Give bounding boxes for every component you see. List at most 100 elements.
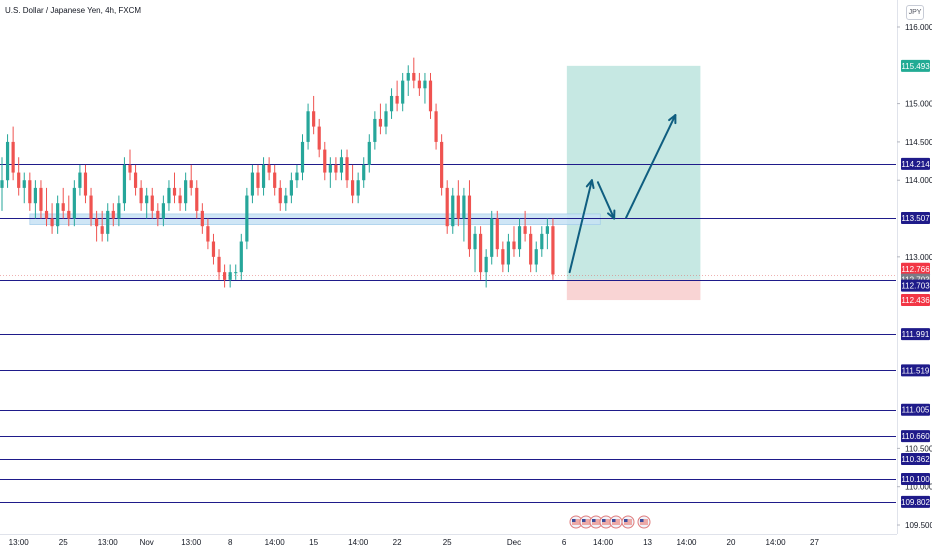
candle-body <box>173 188 176 196</box>
candle-body <box>306 111 309 142</box>
level-badge-label: 110.100 <box>901 475 930 484</box>
candle-body <box>128 165 131 173</box>
candle-body <box>101 226 104 234</box>
candle-body <box>279 188 282 203</box>
candle-body <box>184 180 187 203</box>
x-tick-label: 13:00 <box>98 538 119 547</box>
level-badge-label: 110.362 <box>901 455 930 464</box>
price-badge-navy-label: 112.703 <box>901 282 930 291</box>
price-badge-red-label: 112.766 <box>901 265 930 274</box>
candle-body <box>223 272 226 280</box>
candle-body <box>312 111 315 126</box>
candle-body <box>384 111 387 126</box>
flag-canton <box>624 519 628 522</box>
x-tick-label: 25 <box>59 538 68 547</box>
candle-body <box>551 226 554 274</box>
candle-body <box>379 119 382 127</box>
candle-body <box>195 188 198 211</box>
candle-body <box>540 234 543 249</box>
level-badge-label: 109.802 <box>901 498 930 507</box>
candle-body <box>396 96 399 104</box>
candle-body <box>240 242 243 273</box>
candle-body <box>167 188 170 203</box>
x-tick-label: 14:00 <box>593 538 614 547</box>
candle-body <box>490 219 493 257</box>
candle-body <box>479 234 482 272</box>
candle-body <box>178 196 181 204</box>
candle-body <box>284 196 287 204</box>
chart-title: U.S. Dollar / Japanese Yen, 4h, FXCM <box>5 6 141 15</box>
x-tick-label: 27 <box>810 538 819 547</box>
candle-body <box>245 196 248 242</box>
candle-body <box>334 165 337 173</box>
x-tick-label: 22 <box>393 538 402 547</box>
level-badge-label: 111.519 <box>902 366 930 375</box>
candle-body <box>518 226 521 249</box>
flag-canton <box>592 519 596 522</box>
candle-body <box>50 219 53 227</box>
candle-body <box>67 211 70 219</box>
candle-body <box>362 165 365 180</box>
support-zone <box>30 214 600 225</box>
candle-body <box>201 211 204 226</box>
flag-canton <box>640 519 644 522</box>
candle-body <box>12 142 15 173</box>
candle-body <box>28 180 31 203</box>
candle-body <box>323 150 326 173</box>
candle-body <box>23 180 26 188</box>
candle-body <box>34 188 37 203</box>
candle-body <box>357 180 360 195</box>
candle-body <box>234 272 237 273</box>
level-badge-label: 111.991 <box>902 330 930 339</box>
candle-body <box>112 211 115 219</box>
candle-body <box>45 211 48 219</box>
candle-body <box>6 142 9 180</box>
flag-canton <box>572 519 576 522</box>
candle-body <box>73 188 76 219</box>
flag-canton <box>582 519 586 522</box>
y-tick-label: 109.500 <box>905 521 932 530</box>
candle-body <box>212 242 215 257</box>
candle-body <box>151 196 154 211</box>
event-marker-icon <box>610 516 622 528</box>
y-tick-label: 115.000 <box>905 100 932 109</box>
candle-body <box>190 180 193 188</box>
candle-body <box>106 211 109 234</box>
candle-body <box>546 226 549 234</box>
candle-body <box>0 180 3 188</box>
candle-body <box>56 203 59 226</box>
x-tick-label: 6 <box>562 538 567 547</box>
candle-body <box>84 173 87 196</box>
candle-body <box>295 173 298 181</box>
y-tick-label: 110.500 <box>905 444 932 453</box>
x-tick-label: 14:00 <box>766 538 787 547</box>
candle-body <box>407 73 410 81</box>
x-tick-label: 14:00 <box>676 538 697 547</box>
level-badge-label: 113.507 <box>901 214 930 223</box>
candle-body <box>145 196 148 204</box>
candle-body <box>485 257 488 272</box>
currency-button[interactable]: JPY <box>906 5 924 20</box>
candle-body <box>290 180 293 195</box>
candle-body <box>457 196 460 219</box>
candle-body <box>434 111 437 142</box>
candle-body <box>268 165 271 173</box>
candle-body <box>89 196 92 219</box>
candle-body <box>512 242 515 250</box>
candle-body <box>473 234 476 249</box>
level-badge-label: 114.214 <box>901 160 930 169</box>
candle-body <box>401 81 404 104</box>
candle-body <box>95 219 98 227</box>
profit-zone <box>567 66 701 280</box>
candle-body <box>229 272 232 280</box>
candle-body <box>462 196 465 219</box>
candle-body <box>507 242 510 265</box>
candle-body <box>412 73 415 81</box>
candle-body <box>535 249 538 264</box>
x-tick-label: 13 <box>643 538 652 547</box>
candle-body <box>123 165 126 203</box>
flag-canton <box>612 519 616 522</box>
level-badge-label: 111.005 <box>902 406 930 415</box>
